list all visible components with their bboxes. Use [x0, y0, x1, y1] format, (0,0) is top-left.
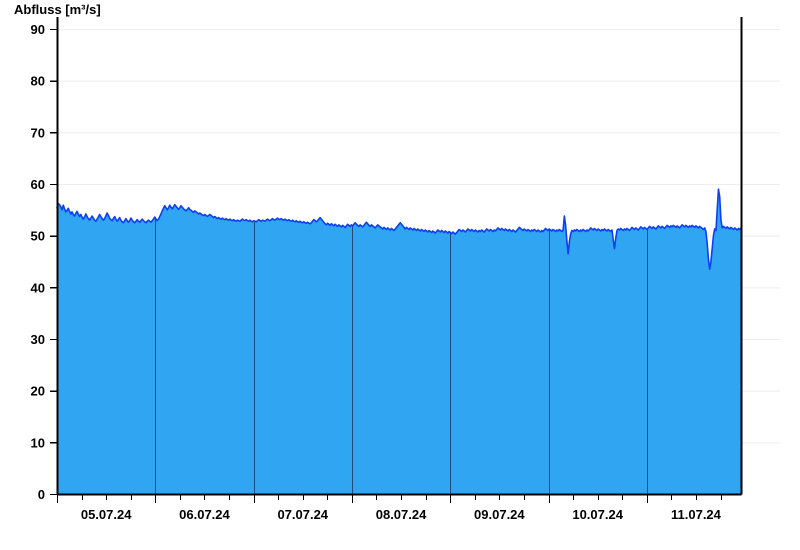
- x-axis-tick-label: 06.07.24: [179, 507, 230, 522]
- y-axis-tick-label: 20: [31, 384, 45, 399]
- x-axis-tick-label: 05.07.24: [81, 507, 132, 522]
- page-title: Abfluss [m³/s]: [14, 2, 101, 17]
- x-axis-tick-label: 07.07.24: [277, 507, 328, 522]
- y-axis-tick-label: 50: [31, 229, 45, 244]
- y-axis-tick-label: 10: [31, 435, 45, 450]
- day-separator-lines: [155, 217, 648, 494]
- series-line-abfluss: [56, 188, 742, 271]
- y-axis-tick-label: 90: [31, 22, 45, 37]
- x-axis-tick-label: 10.07.24: [572, 507, 623, 522]
- y-axis-tick-label: 0: [38, 487, 45, 502]
- y-axis-tick-labels: 0 10 20 30 40 50 60 70 80 90: [31, 22, 45, 502]
- x-axis-ticks: [56, 494, 723, 503]
- x-axis-tick-labels: 05.07.24 06.07.24 07.07.24 08.07.24 09.07.24…: [81, 507, 722, 522]
- x-axis-tick-label: 11.07.24: [671, 507, 722, 522]
- series-area-abfluss: [57, 189, 741, 495]
- y-axis-tick-label: 70: [31, 125, 45, 140]
- y-axis-tick-label: 30: [31, 332, 45, 347]
- x-axis-tick-label: 09.07.24: [474, 507, 525, 522]
- y-axis-tick-label: 40: [31, 280, 45, 295]
- x-axis-tick-label: 08.07.24: [376, 507, 427, 522]
- y-axis-ticks: [50, 28, 57, 496]
- axis-lines: [56, 17, 743, 496]
- y-axis-tick-label: 80: [31, 74, 45, 89]
- y-axis-tick-label: 60: [31, 177, 45, 192]
